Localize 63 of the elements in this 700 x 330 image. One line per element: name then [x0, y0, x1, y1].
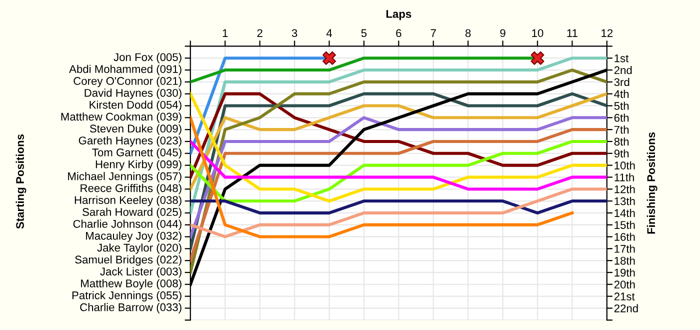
y-tick-label: 19th — [614, 268, 635, 277]
y-tick-label: 22nd — [614, 304, 638, 312]
x-tick-label: 3 — [292, 29, 298, 38]
text: Patrick Jennings (055) — [72, 291, 182, 302]
text: Jake Taylor (020) — [97, 243, 182, 254]
y-tick-label: 7th — [614, 126, 629, 134]
y-tick-label: 1st — [614, 54, 629, 62]
text: Charlie Johnson (044) — [73, 220, 182, 230]
y-tick-label: 5th — [614, 102, 629, 110]
x-tick-label: 1 — [222, 29, 228, 37]
x-axis-title: Laps — [386, 10, 412, 20]
x-tick-label: 10 — [532, 29, 544, 38]
line-series — [190, 188, 607, 238]
y-tick-label: 13th — [614, 196, 635, 206]
text: Steven Duke (009) — [90, 124, 182, 135]
x-tick-label: 11 — [567, 29, 578, 37]
text: Tom Garnett (045) — [92, 148, 182, 159]
line-series — [190, 56, 607, 214]
y-tick-label: 3rd — [614, 78, 630, 86]
y-tick-label: 16th — [614, 232, 635, 241]
y-tick-label: 15th — [614, 220, 635, 229]
x-tick-label: 2 — [257, 29, 262, 37]
text: Henry Kirby (099) — [96, 160, 182, 170]
text: Abdi Mohammed (091) — [69, 64, 182, 76]
x-tick-label: 4 — [326, 29, 332, 37]
line-series — [190, 128, 607, 262]
text: Jon Fox (005) — [114, 52, 182, 64]
x-tick-label: 8 — [465, 29, 471, 38]
text: Michael Jennings (057) — [68, 172, 182, 182]
x-tick-label: 6 — [396, 29, 402, 38]
x-tick-label: 5 — [361, 29, 367, 38]
y-tick-label: 6th — [614, 114, 629, 122]
text: Samuel Bridges (022) — [75, 255, 182, 266]
x-tick-label: 12 — [602, 29, 613, 37]
text: Macauley Joy (032) — [86, 232, 182, 242]
text: Corey O'Connor (021) — [74, 76, 182, 88]
text: Matthew Cookman (039) — [61, 112, 182, 123]
text: David Haynes (030) — [84, 88, 182, 100]
text: Gareth Haynes (023) — [78, 136, 182, 147]
y-tick-label: 9th — [614, 149, 629, 158]
text: Reece Griffiths (048) — [80, 184, 182, 194]
y-tick-label: 2nd — [614, 66, 632, 74]
y-tick-label: 11th — [614, 173, 634, 182]
y-tick-label: 12th — [614, 185, 635, 194]
y-tick-label: 21st — [614, 292, 635, 300]
text: Matthew Boyle (008) — [81, 279, 182, 290]
text: Kirsten Dodd (054) — [90, 100, 182, 111]
y-tick-label: 18th — [614, 256, 635, 265]
text: Sarah Howard (025) — [82, 208, 182, 218]
y-axis-title: Finishing Positions — [646, 132, 658, 234]
y-tick-label: 14th — [614, 208, 635, 218]
text: Charlie Barrow (033) — [80, 303, 182, 314]
text: Starting Positions — [16, 134, 26, 229]
x-tick-label: 7 — [430, 29, 436, 37]
y-tick-label: 20th — [614, 280, 635, 289]
y-tick-label: 17th — [614, 244, 635, 253]
x-tick-label: 9 — [500, 29, 506, 38]
y-tick-label: 10th — [614, 161, 635, 170]
text: Jack Lister (003) — [100, 267, 182, 278]
y-tick-label: 4th — [614, 90, 629, 98]
line-series — [190, 140, 607, 203]
text: Harrison Keeley (038) — [74, 196, 182, 206]
y-tick-label: 8th — [614, 137, 629, 146]
